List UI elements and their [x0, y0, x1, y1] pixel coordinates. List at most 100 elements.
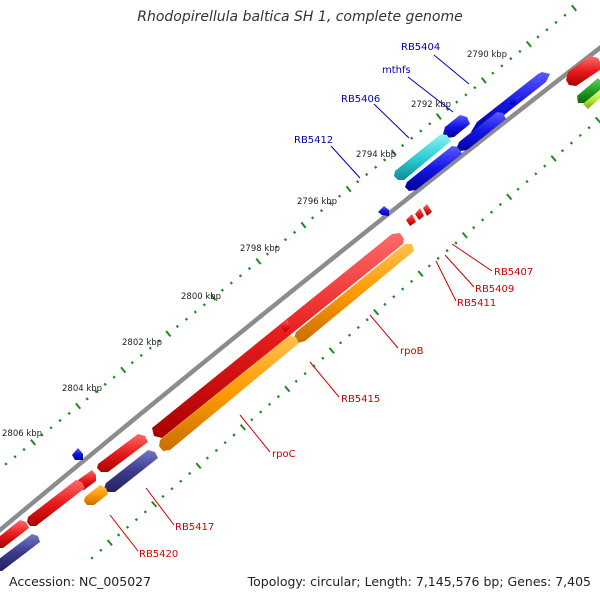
tick-mark [284, 385, 291, 393]
inner-tick-ring [90, 116, 600, 560]
tick-mark [550, 155, 557, 162]
tick-mark [193, 310, 197, 314]
gene-rpob[interactable] [294, 244, 414, 343]
scale-label: 2806 kbp [2, 429, 42, 439]
gene-label-rb5404[interactable]: RB5404 [401, 42, 440, 53]
tick-mark [238, 274, 243, 278]
tick-mark [259, 410, 263, 414]
tick-mark [292, 230, 297, 234]
gene-blue-reverse-2[interactable] [457, 112, 506, 151]
tick-mark [345, 185, 352, 193]
gene-label-rb5409[interactable]: RB5409 [475, 284, 514, 295]
tick-mark [383, 158, 387, 162]
gene-rb5415-mirror[interactable] [280, 320, 291, 332]
tick-mark [525, 179, 529, 184]
tick-mark [106, 539, 113, 546]
gene-rb5412[interactable] [378, 206, 389, 216]
gene-cyan-forward[interactable] [394, 134, 451, 180]
tick-mark [184, 317, 188, 321]
gene-blue-small[interactable] [72, 448, 83, 460]
gene-slate-edge[interactable] [0, 534, 40, 571]
scale-label: 2796 kbp [297, 197, 337, 207]
tick-mark [139, 353, 143, 358]
tick-mark [267, 402, 272, 406]
tick-mark [563, 13, 567, 17]
gene-label-rb5411[interactable]: RB5411 [457, 298, 496, 309]
tick-mark [205, 456, 210, 460]
gene-label-rb5412[interactable]: RB5412 [294, 135, 333, 146]
gene-rpoc[interactable] [159, 336, 299, 451]
gene-label-rpoc[interactable]: rpoC [272, 449, 296, 460]
scale-label: 2800 kbp [181, 292, 221, 302]
gene-green-right[interactable] [577, 78, 600, 103]
tick-mark [392, 295, 396, 299]
tick-mark [125, 525, 130, 529]
gene-red-forward-5[interactable] [0, 520, 29, 548]
tick-mark [480, 218, 485, 222]
tick-mark [578, 133, 582, 138]
gene-label-rb5407[interactable]: RB5407 [494, 267, 533, 278]
tick-mark [473, 86, 477, 90]
gene-rb5406[interactable] [443, 115, 470, 138]
tick-mark [229, 281, 233, 285]
tick-mark [536, 35, 540, 39]
gene-rb5417[interactable] [104, 450, 158, 492]
tick-mark [195, 462, 202, 470]
gene-rpob-mirror[interactable] [152, 233, 404, 438]
callout-lines [330, 54, 470, 179]
tick-mark [13, 455, 17, 459]
tick-mark [239, 424, 246, 431]
tick-mark [321, 356, 325, 360]
gene-label-rpob[interactable]: rpoB [400, 346, 424, 357]
tick-mark [276, 394, 281, 399]
tick-mark [409, 279, 414, 284]
gene-red-forward-4[interactable] [27, 480, 85, 526]
tick-mark [310, 216, 315, 220]
tick-mark [554, 20, 558, 25]
tick-mark [489, 210, 494, 214]
tick-mark [365, 172, 369, 177]
gene-lime-right[interactable] [583, 90, 600, 109]
gene-label-rb5420[interactable]: RB5420 [139, 549, 178, 560]
tick-mark [587, 126, 591, 130]
tick-mark [401, 143, 405, 148]
tick-mark [328, 347, 335, 354]
gene-red-forward-2[interactable] [97, 434, 148, 472]
scale-label: 2802 kbp [122, 338, 162, 348]
gene-red-top-right[interactable] [566, 56, 600, 86]
tick-mark [506, 193, 513, 201]
gene-red-small-a[interactable] [406, 214, 416, 226]
gene-label-mthfs[interactable]: mthfs [382, 65, 411, 76]
tick-mark [498, 202, 502, 207]
tick-mark [4, 462, 8, 466]
reverse-strand-features [0, 78, 600, 571]
gene-label-rb5415[interactable]: RB5415 [341, 394, 380, 405]
tick-mark [356, 180, 360, 184]
tick-mark [337, 194, 342, 198]
tick-mark [509, 57, 513, 61]
tick-mark [491, 71, 495, 75]
gene-blue-reverse[interactable] [405, 146, 462, 191]
tick-mark [373, 308, 380, 316]
tick-mark [328, 201, 333, 206]
tick-mark [569, 141, 574, 145]
tick-mark [255, 257, 262, 265]
tick-mark [157, 339, 161, 343]
tick-mark [365, 318, 369, 322]
gene-label-rb5417[interactable]: RB5417 [175, 522, 214, 533]
tick-mark [232, 433, 236, 437]
gene-label-rb5406[interactable]: RB5406 [341, 94, 380, 105]
gene-red-small-c[interactable] [423, 204, 432, 216]
tick-mark [220, 288, 224, 292]
scale-label: 2790 kbp [467, 50, 507, 60]
gene-mthfs[interactable] [509, 96, 520, 105]
tick-mark [210, 294, 217, 301]
tick-mark [461, 231, 468, 239]
gene-rb5420[interactable] [84, 485, 108, 505]
tick-mark [560, 149, 565, 153]
tick-mark [356, 325, 360, 330]
tick-mark [250, 418, 254, 422]
gene-red-small-b[interactable] [415, 208, 424, 220]
